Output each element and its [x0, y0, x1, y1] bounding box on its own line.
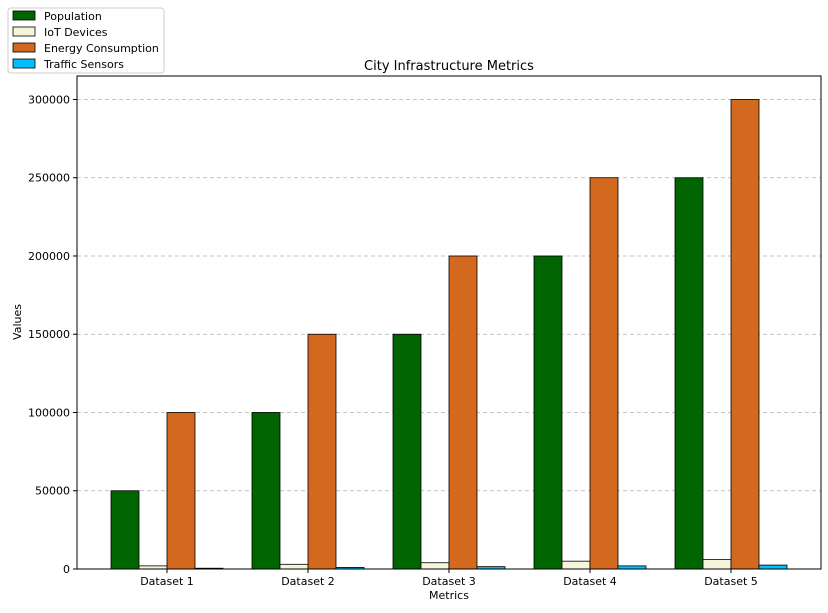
bar-iot-devices: [561, 560, 591, 570]
legend-box: [7, 7, 165, 74]
legend-label: Population: [44, 10, 102, 23]
legend-swatch: [12, 26, 36, 37]
y-tick-label: 200000: [28, 250, 70, 263]
legend-swatch: [12, 10, 36, 21]
x-axis-label: Metrics: [429, 589, 469, 602]
x-tick-label: Dataset 2: [281, 575, 335, 588]
y-tick-label: 150000: [28, 328, 70, 341]
chart-title: City Infrastructure Metrics: [364, 59, 534, 74]
y-tick-label: 100000: [28, 406, 70, 419]
x-tick-label: Dataset 4: [563, 575, 617, 588]
legend: Population IoT Devices Energy Consumption T…: [7, 7, 165, 74]
bars: [110, 99, 788, 570]
legend-label: Traffic Sensors: [43, 58, 124, 71]
bar-population: [251, 412, 281, 570]
bar-population: [110, 490, 140, 570]
y-tick-label: 0: [63, 563, 70, 576]
legend-label: IoT Devices: [44, 26, 108, 39]
legend-swatch: [12, 58, 36, 69]
bar-iot-devices: [279, 563, 309, 570]
bar-iot-devices: [420, 562, 450, 570]
bar-energy-consumption: [307, 333, 337, 570]
bar-energy-consumption: [730, 99, 760, 570]
x-ticks: Dataset 1 Dataset 2 Dataset 3 Dataset 4 Data…: [140, 569, 758, 588]
bar-population: [533, 255, 563, 570]
x-tick-label: Dataset 5: [704, 575, 758, 588]
x-tick-label: Dataset 3: [422, 575, 476, 588]
bar-energy-consumption: [448, 255, 478, 570]
x-tick-label: Dataset 1: [140, 575, 194, 588]
bar-energy-consumption: [166, 412, 196, 570]
bar-iot-devices: [702, 559, 732, 570]
y-tick-label: 300000: [28, 93, 70, 106]
bar-energy-consumption: [589, 177, 619, 570]
bar-population: [674, 177, 704, 570]
y-ticks: 0 50000 100000 150000 200000 250000 300000: [28, 93, 77, 576]
legend-label: Energy Consumption: [44, 42, 159, 55]
legend-swatch: [12, 42, 36, 53]
y-axis-label: Values: [11, 304, 24, 340]
y-tick-label: 250000: [28, 172, 70, 185]
bar-traffic-sensors: [758, 564, 788, 570]
bar-population: [392, 333, 422, 570]
y-tick-label: 50000: [35, 485, 70, 498]
